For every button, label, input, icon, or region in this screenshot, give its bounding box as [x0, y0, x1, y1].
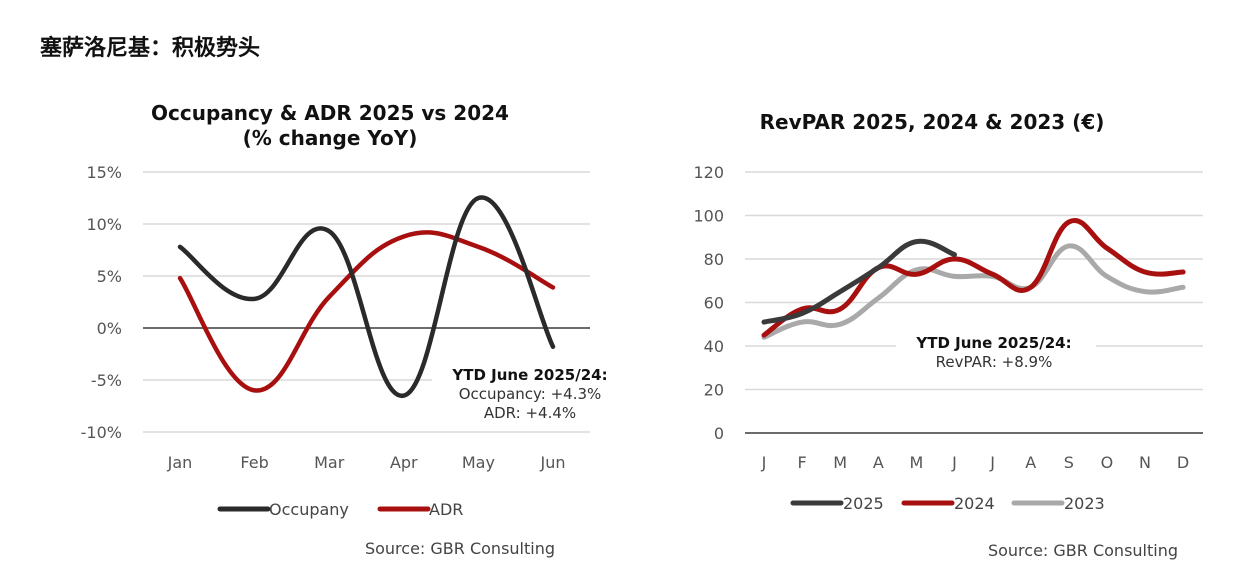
chart-legend: Occupany ADR [217, 500, 463, 519]
y-tick-label: 0 [714, 424, 724, 443]
x-tick-label: A [1025, 453, 1036, 472]
x-tick-label: M [909, 453, 923, 472]
y-tick-label: 0% [97, 319, 122, 338]
x-tick-label: S [1064, 453, 1074, 472]
annotation-background [896, 330, 1096, 374]
x-tick-label: J [989, 453, 995, 472]
chart-source: Source: GBR Consulting [988, 541, 1178, 560]
x-tick-label: N [1139, 453, 1151, 472]
legend-label-2023: 2023 [1064, 494, 1105, 513]
annotation-occupancy: Occupancy: +4.3% [459, 385, 602, 403]
series-line-2023 [761, 243, 1186, 340]
page-title: 塞萨洛尼基：积极势头 [40, 36, 261, 61]
y-tick-label: 100 [693, 207, 724, 226]
y-tick-label: 40 [704, 337, 724, 356]
series-line-occupany [177, 195, 556, 398]
legend-label-adr: ADR [429, 500, 463, 519]
x-tick-label: M [833, 453, 847, 472]
x-tick-label: Mar [314, 453, 345, 472]
chart-subtitle: (% change YoY) [243, 126, 418, 150]
series-line-adr [177, 230, 556, 393]
annotation-revpar: RevPAR: +8.9% [936, 353, 1053, 371]
chart-annotation: YTD June 2025/24: Occupancy: +4.3% ADR: … [432, 360, 628, 424]
annotation-background [432, 360, 628, 424]
chart-title: Occupancy & ADR 2025 vs 2024 [151, 101, 509, 125]
y-tick-label: -5% [91, 371, 122, 390]
x-tick-label: Jan [167, 453, 193, 472]
y-tick-label: 80 [704, 250, 724, 269]
occupancy-adr-chart: Occupancy & ADR 2025 vs 2024 (% change Y… [81, 101, 628, 558]
annotation-heading: YTD June 2025/24: [451, 366, 607, 384]
series-line-2025 [761, 238, 957, 325]
chart-source: Source: GBR Consulting [365, 539, 555, 558]
y-tick-label: 120 [693, 163, 724, 182]
legend-label-2025: 2025 [843, 494, 884, 513]
y-tick-label: -10% [81, 423, 122, 442]
y-tick-label: 20 [704, 381, 724, 400]
x-tick-label: Jun [540, 453, 566, 472]
annotation-adr: ADR: +4.4% [484, 404, 576, 422]
x-tick-label: J [761, 453, 767, 472]
x-tick-label: Apr [390, 453, 418, 472]
y-tick-label: 60 [704, 294, 724, 313]
legend-label-occupancy: Occupany [269, 500, 349, 519]
x-tick-label: O [1101, 453, 1114, 472]
x-tick-label: May [462, 453, 495, 472]
x-tick-label: Feb [240, 453, 268, 472]
legend-label-2024: 2024 [954, 494, 995, 513]
x-tick-label: J [951, 453, 957, 472]
y-tick-label: 10% [86, 215, 122, 234]
x-tick-label: F [797, 453, 806, 472]
chart-annotation: YTD June 2025/24: RevPAR: +8.9% [896, 330, 1096, 374]
y-tick-label: 5% [97, 267, 122, 286]
chart-title: RevPAR 2025, 2024 & 2023 (€) [760, 110, 1105, 134]
revpar-chart: RevPAR 2025, 2024 & 2023 (€) 120 100 80 60 4… [693, 110, 1203, 560]
x-tick-label: A [873, 453, 884, 472]
y-tick-label: 15% [86, 163, 122, 182]
annotation-heading: YTD June 2025/24: [915, 334, 1071, 352]
x-tick-label: D [1177, 453, 1189, 472]
series-line-2024 [761, 218, 1186, 338]
chart-legend: 2025 2024 2023 [790, 494, 1105, 513]
